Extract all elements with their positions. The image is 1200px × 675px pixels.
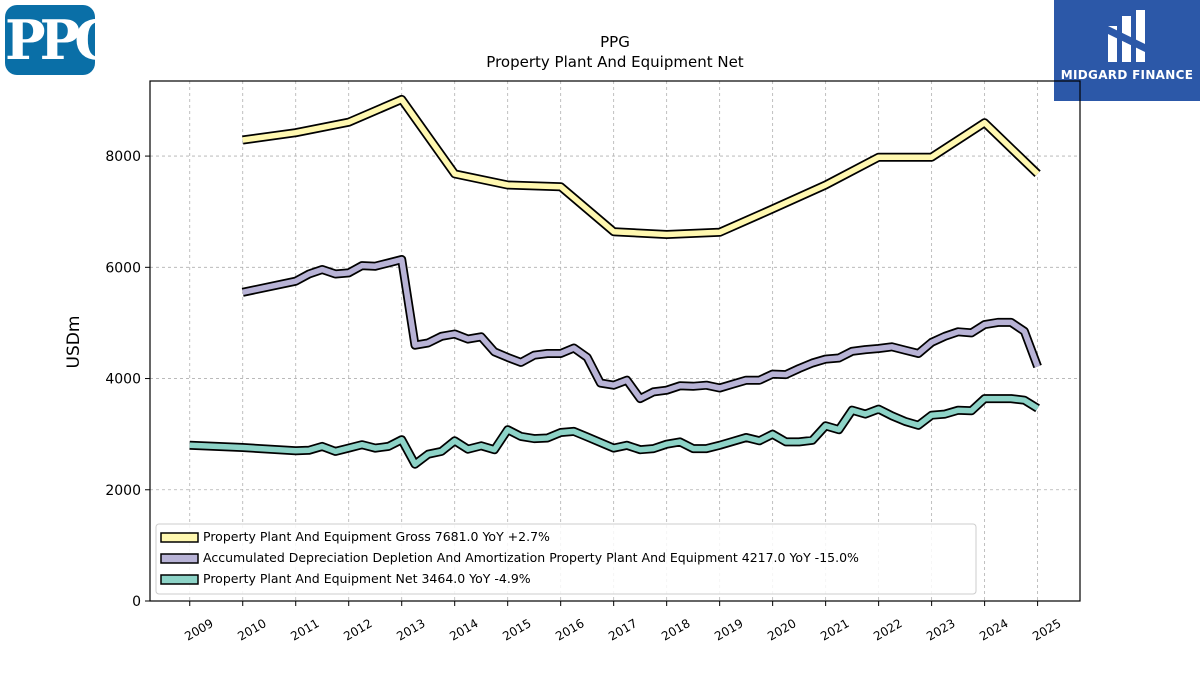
legend-swatch-net	[160, 574, 199, 585]
legend-label-gross: Property Plant And Equipment Gross 7681.…	[203, 529, 550, 544]
plot-frame	[149, 80, 1081, 602]
series-line-depreciation	[242, 256, 1041, 402]
midgard-finance-logo: MIDGARD FINANCE	[1054, 0, 1200, 101]
chart-subtitle: Property Plant And Equipment Net	[486, 53, 743, 71]
legend-label-depreciation: Accumulated Depreciation Depletion And A…	[203, 550, 859, 565]
midgard-finance-label: MIDGARD FINANCE	[1060, 68, 1194, 82]
x-tick-label: 2011	[288, 616, 321, 643]
x-tick-label: 2018	[659, 616, 692, 643]
x-tick-label: 2009	[182, 616, 215, 643]
series-line-gross	[242, 96, 1040, 238]
x-tick-label: 2012	[341, 616, 374, 643]
legend-swatch-gross	[160, 532, 199, 543]
x-tick-label: 2016	[553, 616, 586, 643]
y-tick-label: 2000	[105, 483, 141, 499]
y-tick-label: 0	[132, 594, 141, 610]
x-tick-label: 2013	[394, 616, 427, 643]
legend-box	[155, 523, 977, 595]
midgard-mark-icon	[1108, 10, 1145, 62]
legend-swatch-depreciation	[160, 553, 199, 564]
x-tick-label: 2020	[765, 616, 798, 643]
legend-label-net: Property Plant And Equipment Net 3464.0 …	[203, 571, 531, 586]
x-tick-label: 2014	[447, 616, 480, 643]
x-tick-label: 2025	[1030, 616, 1063, 643]
x-tick-label: 2021	[818, 616, 851, 643]
y-axis-label: USDm	[64, 316, 84, 369]
x-tick-label: 2024	[977, 616, 1010, 643]
y-tick-label: 8000	[105, 149, 141, 165]
series-layer	[189, 94, 1042, 469]
series-outline-gross	[242, 94, 1041, 239]
y-tick-label: 6000	[105, 260, 141, 276]
x-tick-label: 2015	[500, 616, 533, 643]
series-outline-depreciation	[241, 255, 1042, 404]
y-tick-label: 4000	[105, 372, 141, 388]
series-line-net	[189, 395, 1040, 467]
legend: Property Plant And Equipment Gross 7681.…	[155, 523, 977, 595]
x-tick-label: 2022	[871, 616, 904, 643]
chart-title: PPG	[600, 33, 630, 51]
x-tick-label: 2017	[606, 616, 639, 643]
x-tick-label: 2010	[235, 616, 268, 643]
x-tick-label: 2019	[712, 616, 745, 643]
x-tick-label: 2023	[924, 616, 957, 643]
